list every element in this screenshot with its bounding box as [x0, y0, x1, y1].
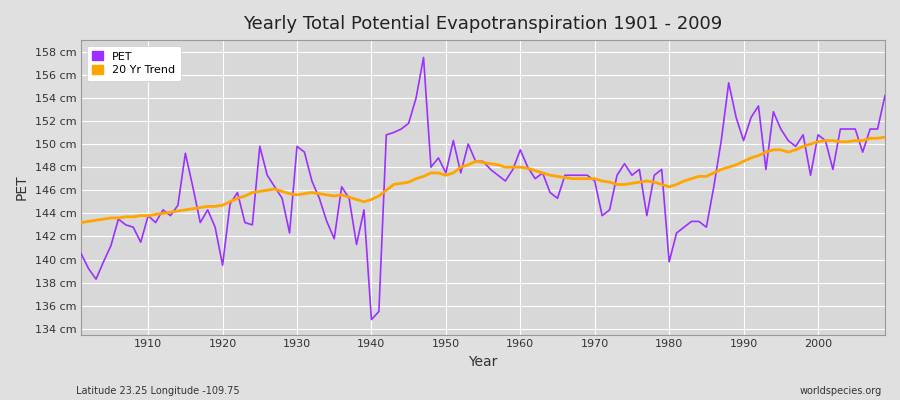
- Title: Yearly Total Potential Evapotranspiration 1901 - 2009: Yearly Total Potential Evapotranspiratio…: [244, 15, 723, 33]
- Line: PET: PET: [81, 58, 885, 320]
- PET: [135, 240, 146, 244]
- 20 Yr Trend: [299, 191, 310, 196]
- 20 Yr Trend: [135, 213, 146, 218]
- PET: [530, 176, 541, 181]
- PET: [299, 150, 310, 154]
- Legend: PET, 20 Yr Trend: PET, 20 Yr Trend: [86, 46, 181, 81]
- PET: [344, 196, 355, 201]
- PET: [418, 55, 429, 60]
- Y-axis label: PET: PET: [15, 174, 29, 200]
- 20 Yr Trend: [76, 220, 86, 225]
- Line: 20 Yr Trend: 20 Yr Trend: [81, 137, 885, 222]
- X-axis label: Year: Year: [468, 355, 498, 369]
- PET: [366, 317, 377, 322]
- PET: [619, 161, 630, 166]
- PET: [76, 251, 86, 256]
- Text: worldspecies.org: worldspecies.org: [800, 386, 882, 396]
- PET: [879, 93, 890, 98]
- PET: [522, 165, 533, 170]
- 20 Yr Trend: [508, 165, 518, 170]
- Text: Latitude 23.25 Longitude -109.75: Latitude 23.25 Longitude -109.75: [76, 386, 240, 396]
- 20 Yr Trend: [879, 135, 890, 140]
- 20 Yr Trend: [604, 180, 615, 184]
- 20 Yr Trend: [515, 165, 526, 170]
- 20 Yr Trend: [344, 195, 355, 200]
